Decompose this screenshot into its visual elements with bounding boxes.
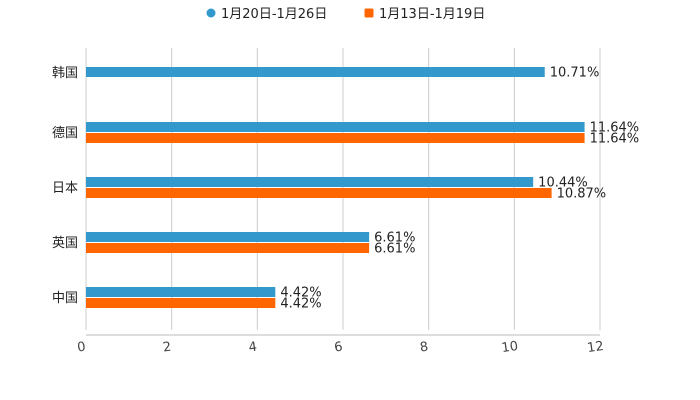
bar-series1[interactable] <box>86 177 534 187</box>
x-tick-label: 6 <box>333 340 343 356</box>
data-label: 4.42% <box>280 297 321 312</box>
data-label: 6.61% <box>374 231 415 246</box>
x-tick-label: 8 <box>419 340 429 356</box>
legend-marker-series1[interactable] <box>206 8 216 18</box>
bar-series2[interactable] <box>86 133 585 143</box>
bar-series1[interactable] <box>86 287 276 297</box>
legend[interactable]: 1月20日-1月26日 1月13日-1月19日 <box>206 7 486 22</box>
bar-series1[interactable] <box>86 122 585 132</box>
legend-label[interactable]: 1月20日-1月26日 <box>221 7 327 22</box>
x-tick-label: 0 <box>76 340 86 356</box>
category-label: 中国 <box>52 291 78 306</box>
data-label: 10.44% <box>538 176 588 191</box>
legend-marker-series2[interactable] <box>364 8 374 18</box>
x-tick-label: 2 <box>162 340 172 356</box>
data-labels: 10.71% 11.64%11.64% 10.44%10.87% 6.61%6.61%… <box>280 66 639 312</box>
bar-series1[interactable] <box>86 67 545 77</box>
data-label: 11.64% <box>590 132 640 147</box>
x-tick-label: 10 <box>501 339 519 356</box>
data-label: 6.61% <box>374 242 415 257</box>
data-label: 4.42% <box>280 286 321 301</box>
bar-series2[interactable] <box>86 298 276 308</box>
bars <box>86 67 585 308</box>
data-label: 10.71% <box>550 66 600 81</box>
data-label: 11.64% <box>590 121 640 136</box>
bar-series2[interactable] <box>86 188 552 198</box>
category-label: 德国 <box>52 126 78 141</box>
data-label: 10.87% <box>557 187 607 202</box>
category-label: 英国 <box>52 236 78 251</box>
legend-label[interactable]: 1月13日-1月19日 <box>379 7 485 22</box>
category-label: 韩国 <box>52 66 78 81</box>
x-tick-label: 4 <box>248 340 258 356</box>
category-label: 日本 <box>52 181 78 196</box>
bar-series2[interactable] <box>86 243 370 253</box>
bar-series1[interactable] <box>86 232 370 242</box>
x-tick-label: 12 <box>586 339 604 356</box>
